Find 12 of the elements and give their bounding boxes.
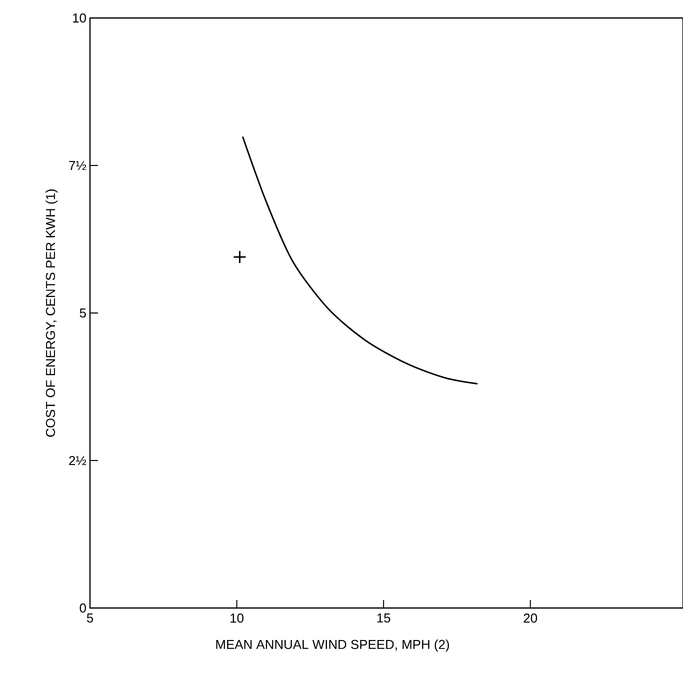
- y-tick-label: 10: [73, 13, 86, 23]
- line-series: [242, 136, 478, 385]
- x-axis-title: MEAN ANNUAL WIND SPEED, MPH (2): [216, 640, 449, 652]
- y-tick-label: 0: [80, 603, 86, 613]
- x-tick-label: 20: [524, 614, 538, 623]
- x-tick-label: 15: [377, 614, 390, 623]
- x-tick-label: 10: [230, 614, 244, 623]
- x-tick-label: 5: [86, 614, 94, 623]
- y-tick-label: 2½: [69, 456, 86, 466]
- y-tick-label: 5: [80, 308, 86, 318]
- y-tick-label: 7½: [69, 161, 86, 170]
- y-axis-title: COST OF ENERGY, CENTS PER KWH (1): [46, 189, 58, 437]
